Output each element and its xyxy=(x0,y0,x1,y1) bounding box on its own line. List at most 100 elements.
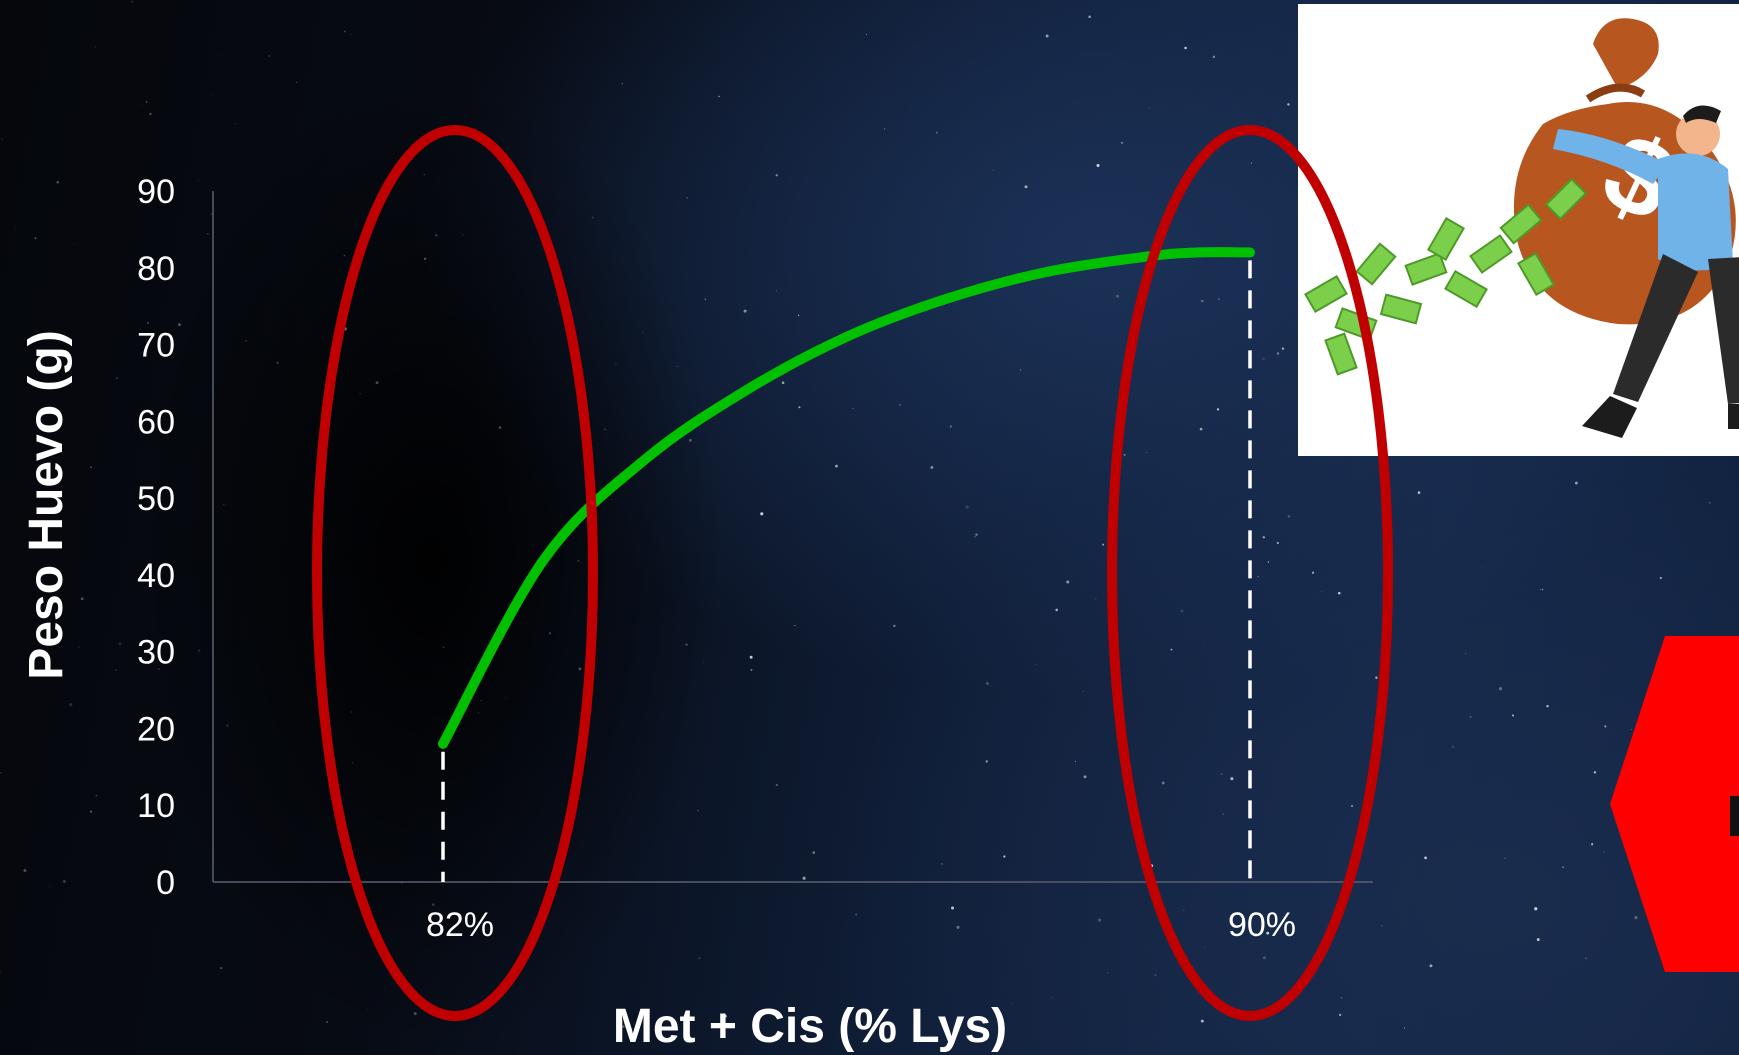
star xyxy=(1102,543,1105,546)
star xyxy=(145,101,148,103)
star xyxy=(1024,185,1028,189)
star xyxy=(222,503,225,506)
x-tick-label-82: 82% xyxy=(426,906,494,944)
star xyxy=(965,505,969,509)
star xyxy=(794,625,796,627)
star xyxy=(172,885,174,888)
star xyxy=(1074,760,1076,762)
star xyxy=(760,512,764,516)
star xyxy=(1604,725,1607,728)
star xyxy=(802,876,806,880)
star xyxy=(24,590,26,592)
y-tick-label: 30 xyxy=(137,634,175,672)
star xyxy=(775,290,777,292)
star xyxy=(685,643,688,647)
star xyxy=(15,227,16,228)
star xyxy=(1287,103,1290,106)
star xyxy=(775,174,778,177)
y-tick-label: 90 xyxy=(137,173,175,211)
star xyxy=(1088,15,1091,19)
y-axis-ticks: 0 10 20 30 40 50 60 70 80 90 xyxy=(137,173,175,902)
star xyxy=(220,966,223,970)
star xyxy=(899,403,902,406)
star xyxy=(56,180,60,184)
star xyxy=(326,1020,329,1024)
star xyxy=(949,425,952,428)
star xyxy=(676,365,678,368)
star xyxy=(178,323,181,327)
star xyxy=(1631,728,1633,730)
star xyxy=(798,406,801,409)
star xyxy=(855,913,858,916)
star xyxy=(1035,664,1037,665)
star xyxy=(750,669,753,672)
star xyxy=(941,862,944,865)
y-tick-label: 0 xyxy=(156,864,175,902)
star xyxy=(1585,957,1587,960)
star xyxy=(212,93,213,95)
star xyxy=(951,906,955,910)
star xyxy=(865,34,867,35)
star xyxy=(1019,369,1022,371)
star xyxy=(89,466,92,469)
star xyxy=(1659,576,1662,580)
star xyxy=(225,724,229,728)
star xyxy=(1603,851,1605,853)
star xyxy=(295,81,298,84)
star xyxy=(1083,775,1087,779)
star xyxy=(956,925,960,929)
star xyxy=(207,233,209,235)
star xyxy=(974,535,976,538)
star xyxy=(116,377,118,380)
star xyxy=(1512,714,1514,717)
star xyxy=(1429,964,1433,968)
star xyxy=(1184,46,1187,50)
star xyxy=(48,886,50,888)
y-axis-title: Peso Huevo (g) xyxy=(20,330,73,679)
star xyxy=(1082,691,1084,692)
star xyxy=(884,128,886,130)
star xyxy=(217,54,219,56)
star xyxy=(1098,918,1102,922)
star xyxy=(935,131,938,134)
star xyxy=(205,515,207,517)
star xyxy=(1003,855,1006,858)
star xyxy=(604,428,607,431)
star xyxy=(268,55,271,57)
star xyxy=(1010,1002,1013,1005)
star xyxy=(1094,597,1097,600)
star xyxy=(142,104,143,106)
star xyxy=(781,381,785,385)
star xyxy=(1546,704,1549,708)
star xyxy=(245,339,248,342)
star xyxy=(197,180,199,182)
money-bag-illustration: $ xyxy=(1298,4,1739,456)
star xyxy=(859,128,861,130)
red-arrow-shape xyxy=(1610,636,1739,972)
star xyxy=(797,314,800,316)
star xyxy=(34,237,37,240)
star xyxy=(812,851,816,854)
star xyxy=(1055,608,1058,612)
star xyxy=(975,533,978,536)
star xyxy=(118,642,122,646)
star xyxy=(1634,916,1638,920)
star xyxy=(1504,857,1506,859)
star xyxy=(1066,580,1070,584)
star xyxy=(1709,502,1711,504)
star xyxy=(985,760,988,763)
star xyxy=(678,206,680,207)
star xyxy=(210,213,213,215)
star xyxy=(718,95,720,97)
star xyxy=(1148,107,1150,109)
star xyxy=(622,1025,625,1028)
star xyxy=(146,321,150,324)
star xyxy=(1539,589,1541,591)
y-tick-label: 40 xyxy=(137,557,175,595)
star xyxy=(743,309,747,313)
star xyxy=(149,112,152,116)
star xyxy=(134,428,136,430)
star xyxy=(685,196,689,199)
star xyxy=(1536,938,1540,942)
